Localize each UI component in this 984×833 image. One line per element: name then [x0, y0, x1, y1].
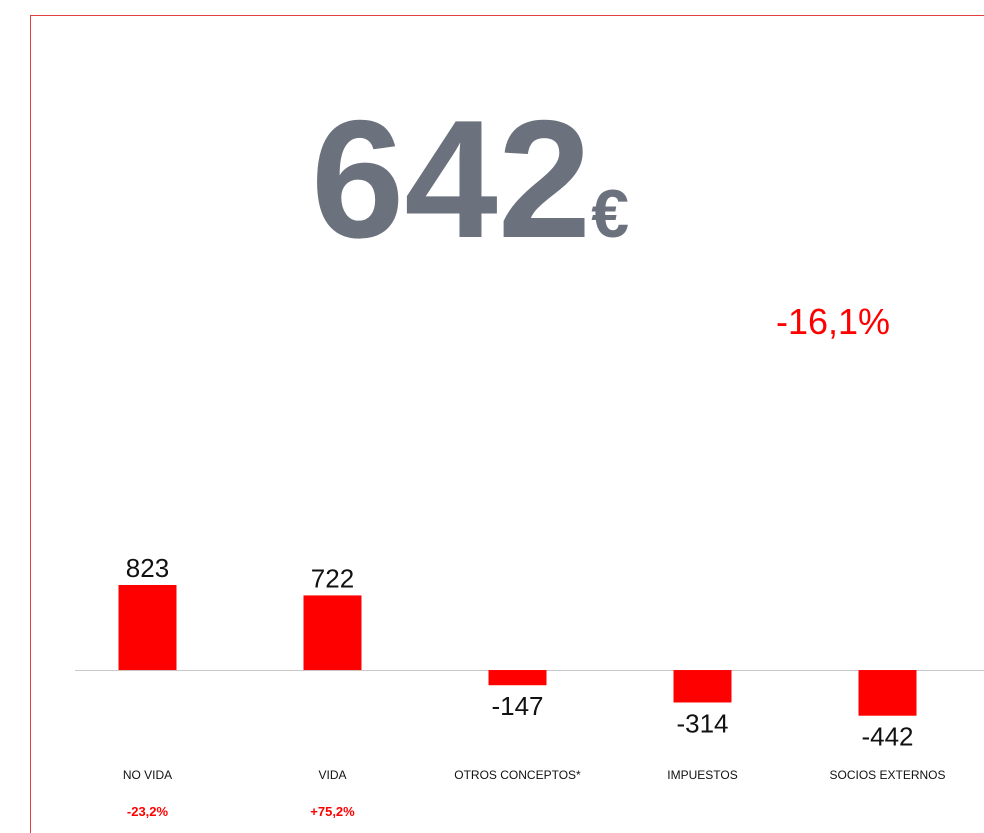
bar — [673, 670, 732, 703]
value-label: -442 — [861, 722, 913, 752]
category-change: +75,2% — [310, 804, 355, 819]
category-label: NO VIDA — [123, 768, 172, 782]
bar — [118, 584, 177, 671]
headline: 642€ — [311, 85, 629, 273]
value-label: 722 — [311, 563, 354, 593]
value-label: 823 — [126, 553, 169, 583]
category-label: OTROS CONCEPTOS* — [454, 768, 581, 782]
value-label: -314 — [676, 708, 728, 738]
bar — [488, 670, 547, 686]
total-unit: € — [591, 176, 629, 252]
category-label: SOCIOS EXTERNOS — [829, 768, 945, 782]
category-label: IMPUESTOS — [667, 768, 737, 782]
category-change: -23,2% — [127, 804, 169, 819]
total: 642 — [311, 85, 591, 273]
value-label: -147 — [491, 691, 543, 721]
total-change: -16,1% — [776, 301, 890, 342]
category-label: VIDA — [318, 768, 346, 782]
bar — [303, 595, 362, 671]
bar — [858, 670, 917, 716]
